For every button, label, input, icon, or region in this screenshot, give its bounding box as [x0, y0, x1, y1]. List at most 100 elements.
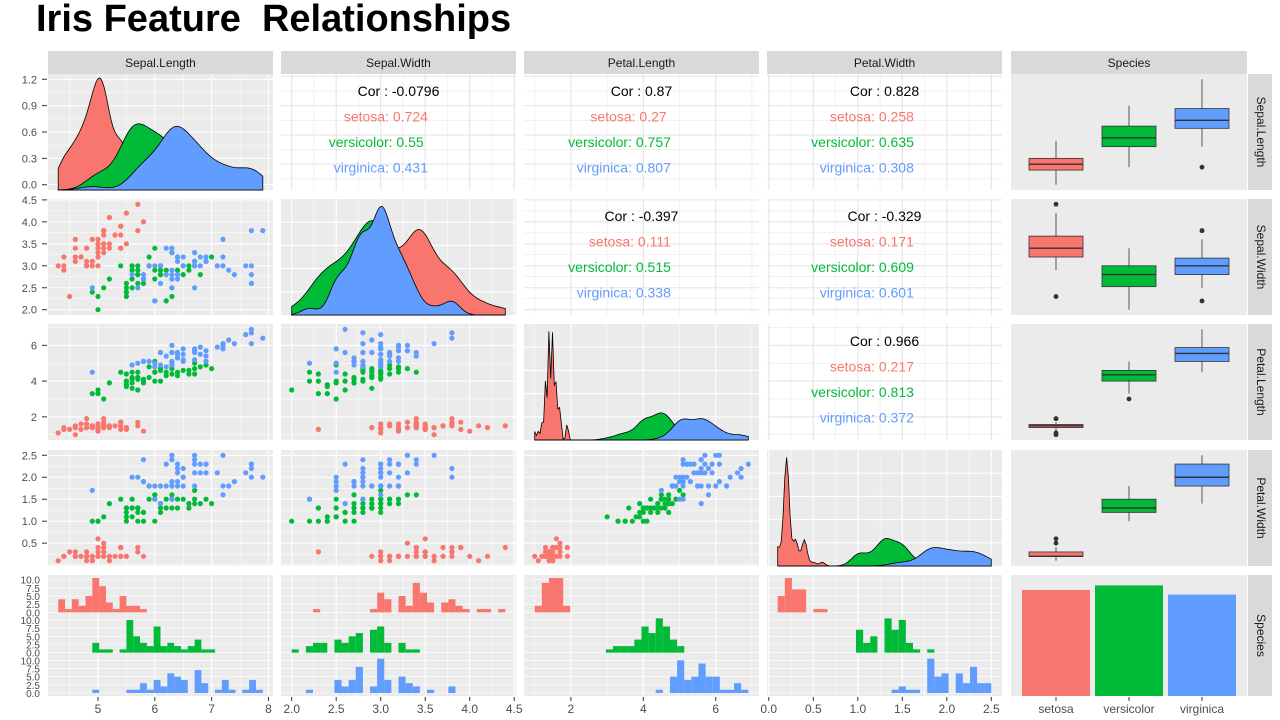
- scatter-point-versicolor: [655, 501, 661, 507]
- scatter-point-versicolor: [369, 505, 375, 511]
- scatter-point-versicolor: [146, 254, 152, 260]
- hist-bar-setosa: [398, 595, 406, 613]
- scatter-point-setosa: [550, 544, 556, 551]
- hist-bar-virginica: [355, 666, 363, 693]
- hist-bar-setosa: [563, 605, 571, 613]
- scatter-point-versicolor: [387, 366, 393, 372]
- scatter-point-virginica: [169, 479, 175, 485]
- scatter-point-setosa: [458, 419, 464, 425]
- hist-bar-setosa: [384, 599, 392, 613]
- scatter-point-versicolor: [637, 501, 643, 507]
- scatter-point-setosa: [378, 558, 384, 564]
- scatter-point-virginica: [174, 258, 181, 264]
- scatter-point-virginica: [360, 470, 366, 476]
- scatter-point-setosa: [404, 425, 410, 431]
- scatter-point-versicolor: [324, 391, 330, 397]
- density-virginica: [534, 418, 749, 441]
- hist-bar-versicolor: [160, 646, 168, 653]
- hist-bar-versicolor: [305, 646, 314, 653]
- scatter-point-setosa: [118, 553, 124, 559]
- scatter-point-versicolor: [369, 373, 375, 379]
- scatter-point-setosa: [84, 421, 90, 427]
- scatter-point-versicolor: [140, 378, 147, 384]
- scatter-point-versicolor: [129, 385, 135, 391]
- x-tick-label: 0.0: [760, 702, 777, 716]
- scatter-point-virginica: [698, 483, 704, 489]
- scatter-point-versicolor: [106, 276, 112, 282]
- scatter-point-setosa: [55, 430, 61, 436]
- scatter-point-setosa: [123, 210, 129, 216]
- scatter-point-versicolor: [360, 509, 366, 515]
- scatter-point-setosa: [135, 228, 141, 234]
- scatter-point-versicolor: [209, 366, 215, 372]
- scatter-point-versicolor: [666, 496, 672, 502]
- scatter-point-setosa: [135, 419, 141, 425]
- scatter-point-setosa: [502, 423, 508, 429]
- hist-bar-versicolor: [884, 618, 892, 653]
- hist-bar-virginica: [377, 658, 385, 693]
- scatter-point-virginica: [306, 360, 313, 366]
- x-tick-label: 6: [712, 702, 719, 716]
- y-tick-label: 2.5: [26, 681, 40, 692]
- scatter-point-virginica: [197, 461, 203, 467]
- strip-label-right: Sepal.Length: [1254, 97, 1268, 168]
- scatter-point-versicolor: [203, 496, 209, 502]
- scatter-point-virginica: [146, 263, 152, 269]
- scatter-point-versicolor: [315, 518, 321, 524]
- scatter-point-versicolor: [209, 254, 215, 260]
- hist-bar-versicolor: [146, 646, 154, 653]
- scatter-point-virginica: [698, 470, 704, 476]
- scatter-point-versicolor: [369, 366, 375, 372]
- hist-bar-setosa: [78, 605, 86, 613]
- hist-bar-virginica: [180, 679, 188, 693]
- hist-bar-versicolor: [634, 639, 642, 653]
- scatter-point-setosa: [118, 223, 124, 229]
- cor-label-setosa: setosa: 0.258: [830, 109, 914, 125]
- scatter-point-versicolor: [129, 374, 135, 381]
- scatter-point-versicolor: [118, 496, 124, 502]
- strip-top-Sepal.Length: [48, 51, 273, 74]
- scatter-point-versicolor: [135, 518, 141, 524]
- box-versicolor: [1101, 498, 1157, 513]
- y-tick-label: 6: [31, 340, 37, 352]
- hist-bar-versicolor: [140, 642, 147, 653]
- scatter-point-versicolor: [289, 387, 295, 393]
- y-tick-label: 7.5: [26, 584, 40, 595]
- strip-top-Sepal.Width: [281, 51, 516, 74]
- scatter-point-versicolor: [413, 492, 419, 498]
- scatter-point-setosa: [72, 258, 78, 264]
- scatter-point-virginica: [687, 461, 694, 467]
- scatter-point-versicolor: [163, 373, 169, 379]
- scatter-point-setosa: [84, 558, 90, 564]
- hist-bar-virginica: [691, 676, 699, 693]
- hist-bar-versicolor: [613, 646, 621, 653]
- scatter-point-versicolor: [123, 505, 129, 511]
- scatter-point-virginica: [260, 335, 266, 341]
- y-tick-label: 7.5: [26, 624, 40, 635]
- scatter-point-setosa: [101, 549, 107, 555]
- scatter-point-versicolor: [662, 496, 668, 502]
- scatter-point-virginica: [243, 263, 249, 269]
- scatter-point-setosa: [315, 426, 321, 432]
- scatter-point-versicolor: [404, 366, 410, 372]
- scatter-point-virginica: [676, 474, 683, 480]
- scatter-point-virginica: [745, 461, 751, 467]
- scatter-point-virginica: [231, 341, 237, 347]
- hist-bar-versicolor: [174, 646, 181, 653]
- scatter-point-virginica: [676, 479, 683, 485]
- hist-bar-versicolor: [208, 649, 216, 653]
- scatter-point-virginica: [387, 457, 393, 463]
- scatter-point-versicolor: [163, 505, 169, 511]
- scatter-point-versicolor: [129, 285, 135, 291]
- y-tick-label: 10.0: [21, 576, 41, 587]
- scatter-point-versicolor: [129, 505, 135, 511]
- box-versicolor: [1101, 369, 1157, 382]
- scatter-point-virginica: [369, 483, 375, 489]
- scatter-point-setosa: [101, 241, 107, 247]
- scatter-point-setosa: [387, 558, 393, 564]
- x-tick-label-species: setosa: [1038, 702, 1074, 716]
- scatter-point-setosa: [61, 553, 67, 559]
- scatter-point-versicolor: [129, 496, 135, 502]
- y-tick-label: 5.0: [26, 592, 40, 603]
- cor-label-overall: Cor : -0.0796: [358, 83, 440, 99]
